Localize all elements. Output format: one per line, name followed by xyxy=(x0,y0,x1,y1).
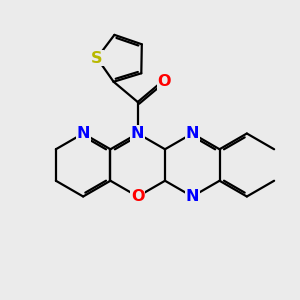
Text: S: S xyxy=(91,50,103,65)
Text: N: N xyxy=(76,126,90,141)
Text: O: O xyxy=(131,189,145,204)
Text: N: N xyxy=(131,126,145,141)
Text: N: N xyxy=(185,189,199,204)
Text: O: O xyxy=(158,74,171,89)
Text: N: N xyxy=(185,126,199,141)
